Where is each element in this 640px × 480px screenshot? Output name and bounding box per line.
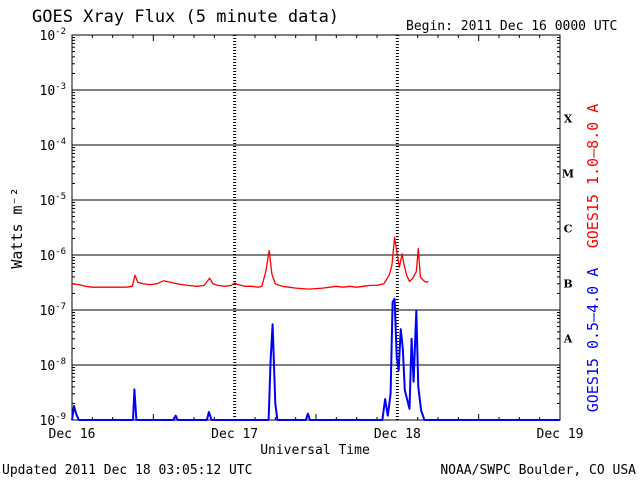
y-tick-label: 10-2 [40, 27, 67, 44]
x-tick-label: Dec 16 [49, 427, 96, 442]
y-tick-label: 10-6 [40, 247, 67, 264]
y-tick-label: 10-3 [40, 82, 67, 99]
y-tick-label: 10-7 [40, 302, 67, 319]
y-tick-exponent: -8 [55, 357, 66, 367]
y-tick-label: 10-8 [40, 357, 67, 374]
y-tick-label: 10-9 [40, 412, 67, 429]
flare-class-a: A [563, 333, 573, 346]
y-axis-ticks: 10-910-810-710-610-510-410-310-2 [40, 27, 67, 429]
y-tick-base: 10 [40, 139, 56, 154]
y-tick-base: 10 [40, 194, 56, 209]
y-tick-exponent: -7 [55, 302, 66, 312]
series-short-channel-line [71, 297, 560, 421]
y-tick-exponent: -6 [55, 247, 66, 257]
updated-timestamp: Updated 2011 Dec 18 03:05:12 UTC [2, 463, 252, 478]
x-tick-label: Dec 19 [537, 427, 584, 442]
credit-text: NOAA/SWPC Boulder, CO USA [440, 463, 636, 478]
y-tick-base: 10 [40, 304, 56, 319]
y-axis-label: Watts m⁻² [8, 187, 26, 268]
x-axis-ticks: Dec 16 Dec 17 Dec 18 Dec 19 [49, 35, 584, 442]
y-tick-base: 10 [40, 84, 56, 99]
plot-frame [71, 34, 561, 421]
x-tick-label: Dec 18 [374, 427, 421, 442]
y-tick-base: 10 [40, 249, 56, 264]
legend-long-channel: GOES15 1.0–8.0 A [584, 104, 602, 249]
flare-class-labels: X M C B A [562, 113, 574, 346]
chart-title: GOES Xray Flux (5 minute data) [32, 7, 339, 27]
y-tick-base: 10 [40, 29, 56, 44]
grid-layer [72, 37, 560, 404]
x-axis-label: Universal Time [260, 443, 370, 458]
y-tick-exponent: -5 [55, 192, 66, 202]
y-tick-exponent: -2 [55, 27, 66, 37]
begin-time: Begin: 2011 Dec 16 0000 UTC [406, 19, 617, 34]
flare-class-c: C [564, 223, 573, 236]
y-tick-base: 10 [40, 359, 56, 374]
legend-short-channel: GOES15 0.5–4.0 A [584, 268, 602, 413]
y-tick-exponent: -9 [55, 412, 66, 422]
series-long-channel-line [71, 236, 429, 290]
y-tick-base: 10 [40, 414, 56, 429]
series-layer [71, 236, 560, 421]
flare-class-x: X [564, 113, 573, 126]
flare-class-b: B [563, 278, 572, 291]
day-separators [233, 35, 399, 420]
y-tick-label: 10-4 [40, 137, 67, 154]
y-tick-label: 10-5 [40, 192, 67, 209]
flare-class-m: M [562, 168, 574, 181]
y-tick-exponent: -3 [55, 82, 66, 92]
x-tick-label: Dec 17 [211, 427, 258, 442]
y-tick-exponent: -4 [55, 137, 66, 147]
